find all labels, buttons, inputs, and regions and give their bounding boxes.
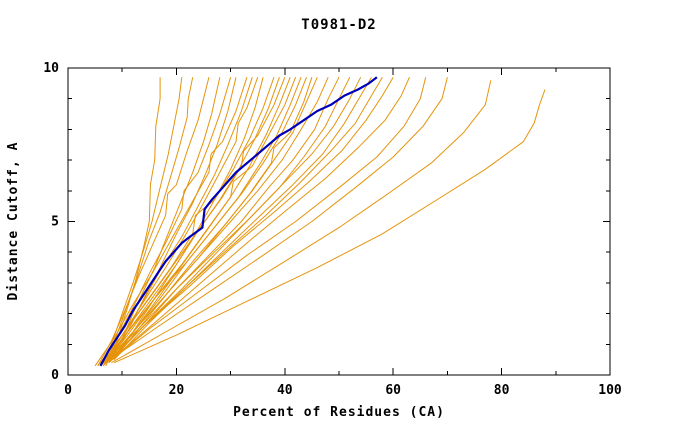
model-08-line <box>94 77 248 367</box>
model-10-line <box>102 77 259 367</box>
x-tick-label: 80 <box>494 383 510 398</box>
model-04-line <box>97 77 210 367</box>
highlighted-model-line <box>99 76 378 367</box>
x-tick-label: 60 <box>385 383 401 398</box>
model-27-line <box>102 76 394 367</box>
model-14-line <box>97 77 286 367</box>
y-tick-label: 10 <box>43 61 59 76</box>
plot-title: T0981-D2 <box>301 17 376 33</box>
model-05-line <box>108 77 221 363</box>
y-tick-label: 5 <box>51 215 59 230</box>
model-32-line <box>113 89 546 364</box>
model-06-line <box>100 77 232 367</box>
model-18-line <box>100 77 307 367</box>
model-31-line <box>111 80 492 364</box>
model-26-line <box>105 76 383 364</box>
x-axis-label: Percent of Residues (CA) <box>233 405 445 420</box>
x-tick-label: 20 <box>169 383 185 398</box>
x-tick-label: 40 <box>277 383 293 398</box>
x-tick-label: 100 <box>598 383 622 398</box>
axes-layer: 0 20 40 60 80 100 0 5 10 <box>43 61 622 398</box>
model-16-line <box>102 77 297 367</box>
x-tick-label: 0 <box>64 383 72 398</box>
model-28-line <box>111 76 410 360</box>
y-tick-label: 0 <box>51 368 59 383</box>
model-lines-layer <box>94 76 546 367</box>
model-24-line <box>100 76 362 367</box>
model-29-line <box>108 77 427 364</box>
model-30-line <box>105 77 448 364</box>
model-03-line <box>102 77 194 363</box>
y-axis-label: Distance Cutoff, A <box>6 142 21 301</box>
model-07-line <box>110 77 237 360</box>
model-22-line <box>111 76 340 360</box>
model-01-line <box>105 77 161 367</box>
model-11-line <box>113 77 264 360</box>
